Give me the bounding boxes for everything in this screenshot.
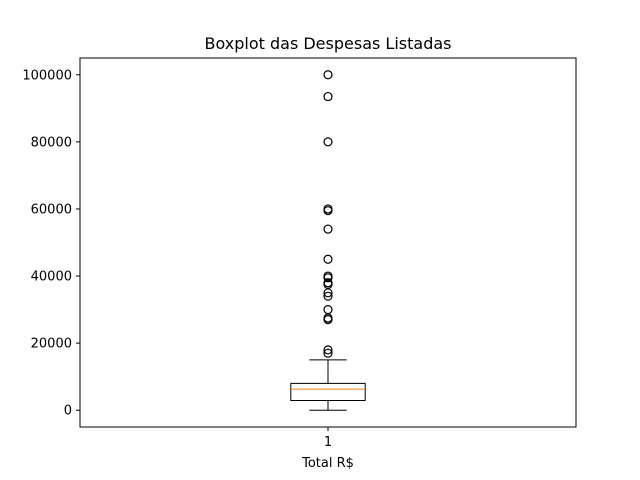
outlier-point [323, 345, 333, 355]
outlier-point [323, 224, 333, 234]
plot-area [290, 70, 366, 411]
outlier-point [323, 204, 333, 214]
y-tick-label: 80000 [31, 135, 72, 150]
y-tick-label: 20000 [31, 337, 72, 352]
outlier-point [323, 304, 333, 315]
y-tick-label: 40000 [31, 270, 72, 285]
chart-title: Boxplot das Despesas Listadas [204, 34, 451, 53]
x-axis: 1 [324, 427, 332, 450]
outlier-point [323, 271, 333, 281]
outlier-point [323, 291, 333, 301]
y-tick-label: 60000 [31, 202, 72, 217]
outlier-point [323, 137, 333, 147]
x-tick-label: 1 [324, 435, 332, 450]
y-axis: 0 20000 40000 60000 80000 100000 [22, 68, 80, 419]
y-tick-label: 0 [64, 404, 72, 419]
x-axis-label: Total R$ [301, 456, 354, 471]
outlier-point [323, 254, 333, 264]
box-iqr [290, 382, 366, 401]
y-tick-label: 100000 [22, 68, 72, 83]
outlier-point [323, 348, 333, 358]
outlier-point [323, 70, 333, 80]
outlier-point [323, 91, 333, 102]
outlier-point [323, 278, 333, 288]
